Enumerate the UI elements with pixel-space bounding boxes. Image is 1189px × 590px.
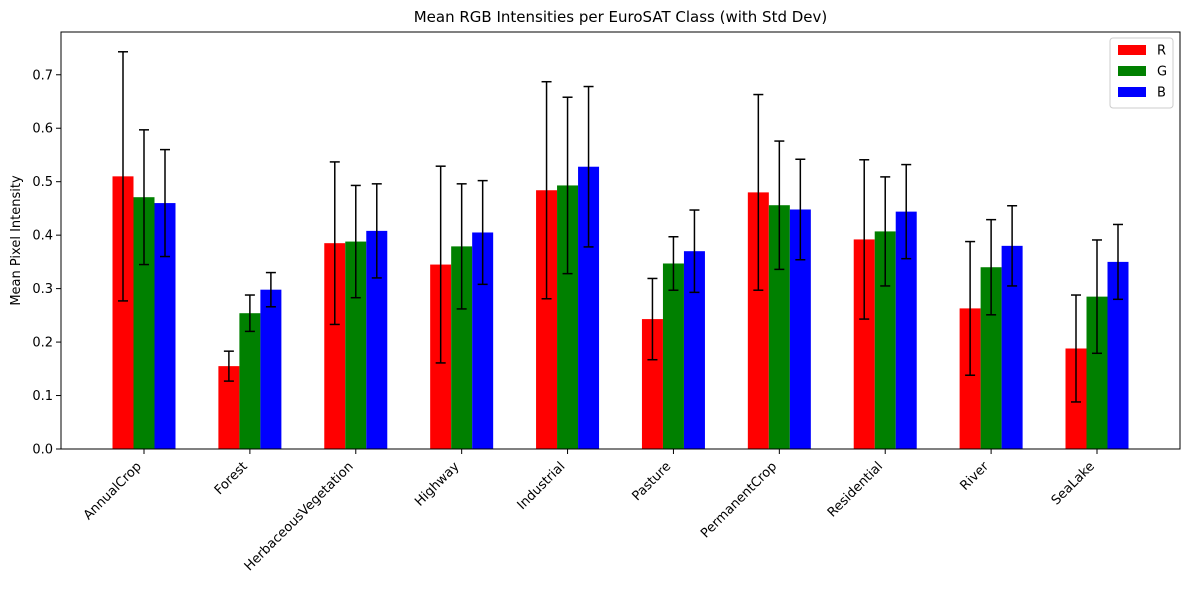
y-tick-label: 0.1: [32, 389, 53, 404]
x-tick-label: AnnualCrop: [81, 459, 145, 523]
chart-title: Mean RGB Intensities per EuroSAT Class (…: [414, 8, 828, 26]
x-tick-label: River: [958, 459, 993, 494]
errorbar-g-annualcrop: [139, 129, 149, 266]
x-tick-label: Pasture: [629, 459, 674, 504]
errorbar-b-residential: [901, 163, 912, 260]
errorbars-layer: [118, 51, 1123, 403]
errorbar-b-industrial: [583, 85, 594, 248]
errorbar-r-river: [965, 240, 976, 376]
y-tick-label: 0.7: [32, 68, 53, 83]
legend: RGB: [1109, 37, 1174, 109]
y-tick-label: 0.4: [32, 229, 53, 244]
legend-swatch-r: [1118, 45, 1146, 55]
errorbar-b-annualcrop: [160, 148, 170, 258]
bar-b-river: [1001, 245, 1023, 449]
legend-label-b: B: [1157, 86, 1166, 101]
errorbar-g-residential: [880, 176, 891, 287]
bar-r-pasture: [641, 319, 663, 449]
errorbar-r-industrial: [541, 80, 552, 300]
bar-r-forest: [218, 366, 240, 449]
errorbar-r-pasture: [647, 277, 658, 361]
bar-g-sealake: [1086, 296, 1108, 449]
bar-r-annualcrop: [112, 176, 134, 449]
errorbar-r-herbaceousvegetation: [329, 161, 340, 326]
y-tick-label: 0.2: [32, 336, 53, 351]
bar-g-forest: [239, 313, 261, 449]
bar-b-residential: [895, 211, 917, 449]
legend-label-r: R: [1157, 44, 1166, 59]
bar-g-residential: [874, 231, 896, 449]
y-tick-label: 0.5: [32, 175, 53, 190]
x-tick-label: Highway: [412, 459, 463, 510]
x-tick-label: HerbaceousVegetation: [242, 459, 357, 574]
errorbar-r-sealake: [1071, 294, 1081, 403]
legend-swatch-g: [1118, 66, 1146, 76]
errorbar-b-river: [1007, 205, 1018, 287]
bar-g-river: [980, 267, 1002, 449]
bar-b-highway: [472, 232, 494, 449]
x-tick-label: Residential: [825, 459, 886, 520]
bar-b-forest: [260, 289, 282, 449]
errorbar-r-forest: [223, 350, 234, 382]
x-tick-label: Industrial: [515, 459, 569, 513]
bar-g-herbaceousvegetation: [345, 241, 367, 449]
y-axis-title: Mean Pixel Intensity: [9, 175, 24, 306]
bars-layer: [112, 166, 1129, 449]
legend-label-g: G: [1157, 65, 1167, 80]
bar-g-industrial: [557, 185, 579, 449]
errorbar-g-pasture: [668, 236, 679, 291]
plot-frame: [60, 31, 1181, 450]
errorbar-r-permanentcrop: [753, 93, 764, 291]
bar-r-herbaceousvegetation: [324, 243, 346, 449]
errorbar-g-industrial: [562, 96, 573, 275]
errorbar-b-permanentcrop: [795, 158, 806, 261]
x-tick-label: PermanentCrop: [698, 459, 780, 541]
errorbar-g-herbaceousvegetation: [350, 184, 361, 299]
y-tick-label: 0.0: [32, 443, 53, 458]
bar-r-residential: [853, 239, 875, 449]
bar-b-industrial: [578, 166, 600, 449]
errorbar-b-sealake: [1113, 223, 1123, 301]
bar-b-herbaceousvegetation: [366, 230, 388, 449]
errorbar-b-forest: [265, 271, 276, 308]
errorbar-b-pasture: [689, 209, 700, 294]
errorbar-g-river: [986, 218, 997, 316]
y-tick-label: 0.6: [32, 122, 53, 137]
x-tick-label: Forest: [212, 459, 251, 498]
errorbar-g-permanentcrop: [774, 140, 785, 271]
bar-g-highway: [451, 246, 473, 449]
y-axis: 0.0 0.1 0.2 0.3 0.4 0.5 0.6 0.7: [32, 68, 61, 458]
bar-b-pasture: [683, 251, 705, 449]
errorbar-r-residential: [859, 159, 870, 320]
errorbar-b-herbaceousvegetation: [371, 183, 382, 279]
y-tick-label: 0.3: [32, 282, 53, 297]
bar-b-annualcrop: [154, 203, 176, 449]
bar-r-river: [959, 308, 981, 449]
errorbar-g-highway: [456, 183, 467, 310]
errorbar-r-annualcrop: [118, 51, 128, 302]
legend-swatch-b: [1118, 87, 1146, 97]
bar-r-industrial: [536, 190, 558, 449]
errorbar-g-forest: [244, 294, 255, 333]
bar-g-pasture: [662, 263, 684, 449]
bar-r-permanentcrop: [747, 192, 769, 449]
errorbar-r-highway: [435, 165, 446, 364]
errorbar-b-highway: [477, 179, 488, 286]
bar-g-annualcrop: [133, 197, 155, 449]
bar-b-permanentcrop: [789, 209, 811, 449]
bar-b-sealake: [1107, 261, 1129, 449]
errorbar-g-sealake: [1092, 239, 1102, 355]
bar-g-permanentcrop: [768, 205, 790, 449]
x-tick-label: SeaLake: [1049, 459, 1098, 508]
